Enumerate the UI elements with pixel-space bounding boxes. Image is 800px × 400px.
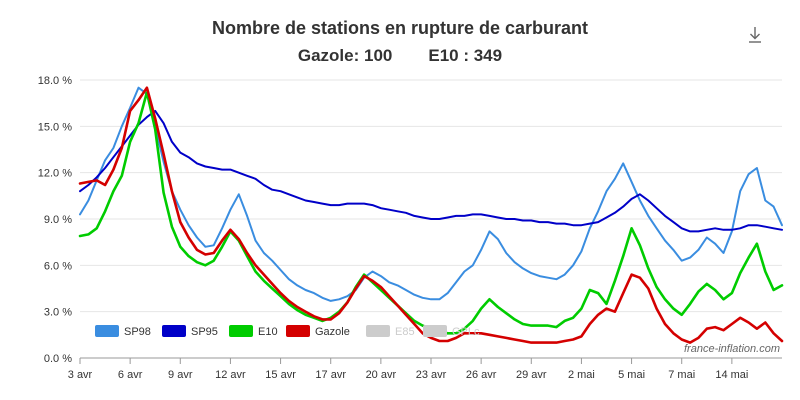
chart-subtitle: Gazole: 100 E10 : 349 <box>0 46 800 66</box>
x-tick-label: 20 avr <box>366 369 397 381</box>
legend-item-gplc[interactable]: GPLc <box>423 325 480 338</box>
chart-title: Nombre de stations en rupture de carbura… <box>211 18 589 38</box>
legend-label: GPLc <box>452 326 480 338</box>
y-axis: 0.0 % 3.0 % 6.0 % 9.0 % 12.0 % 15.0 % 18.0 % <box>38 75 72 365</box>
series-line-sp95[interactable] <box>79 109 783 233</box>
x-axis: 3 avr 6 avr 9 avr 12 avr 15 avr 17 avr 20 avr 2… <box>68 358 748 381</box>
y-tick-label: 15.0 % <box>38 121 72 133</box>
x-tick-label: 3 avr <box>68 369 93 381</box>
legend-swatch <box>95 325 119 337</box>
series-line-sp98[interactable] <box>79 86 783 302</box>
gazole-count: Gazole: 100 <box>297 46 393 65</box>
x-tick-label: 26 avr <box>466 369 497 381</box>
y-tick-label: 9.0 % <box>44 214 72 226</box>
x-tick-label: 17 avr <box>315 369 346 381</box>
legend-item-sp95[interactable]: SP95 <box>162 325 218 338</box>
y-tick-label: 6.0 % <box>44 260 72 272</box>
x-tick-label: 29 avr <box>516 369 547 381</box>
legend-swatch <box>423 325 447 337</box>
y-tick-label: 12.0 % <box>38 168 72 180</box>
y-tick-label: 0.0 % <box>44 353 72 365</box>
y-tick-label: 3.0 % <box>44 307 72 319</box>
x-tick-label: 12 avr <box>215 369 246 381</box>
legend-swatch <box>229 325 253 337</box>
legend-label: E85 <box>395 326 415 338</box>
x-tick-label: 15 avr <box>265 369 296 381</box>
legend-label: SP95 <box>191 326 218 338</box>
legend-swatch <box>286 325 310 337</box>
x-tick-label: 23 avr <box>416 369 447 381</box>
legend-item-e85[interactable]: E85 <box>366 325 415 338</box>
x-tick-label: 5 mai <box>618 369 645 381</box>
x-tick-label: 9 avr <box>168 369 193 381</box>
download-icon[interactable] <box>744 24 766 46</box>
legend-label: E10 <box>258 326 278 338</box>
credit-text: france-inflation.com <box>684 343 780 355</box>
legend-swatch <box>162 325 186 337</box>
x-tick-label: 2 mai <box>568 369 595 381</box>
x-tick-label: 7 mai <box>668 369 695 381</box>
y-tick-label: 18.0 % <box>38 75 72 87</box>
legend-item-gazole[interactable]: Gazole <box>286 325 350 338</box>
legend-swatch <box>366 325 390 337</box>
series-line-gazole[interactable] <box>78 86 784 344</box>
legend: SP98 SP95 E10 Gazole E85 GPLc <box>95 325 480 338</box>
x-tick-label: 6 avr <box>118 369 143 381</box>
x-tick-label: 14 mai <box>715 369 748 381</box>
legend-item-sp98[interactable]: SP98 <box>95 325 151 338</box>
legend-label: Gazole <box>315 326 350 338</box>
legend-label: SP98 <box>124 326 151 338</box>
e10-count: E10 : 349 <box>428 46 503 65</box>
series-line-e10[interactable] <box>78 91 784 335</box>
legend-item-e10[interactable]: E10 <box>229 325 278 338</box>
